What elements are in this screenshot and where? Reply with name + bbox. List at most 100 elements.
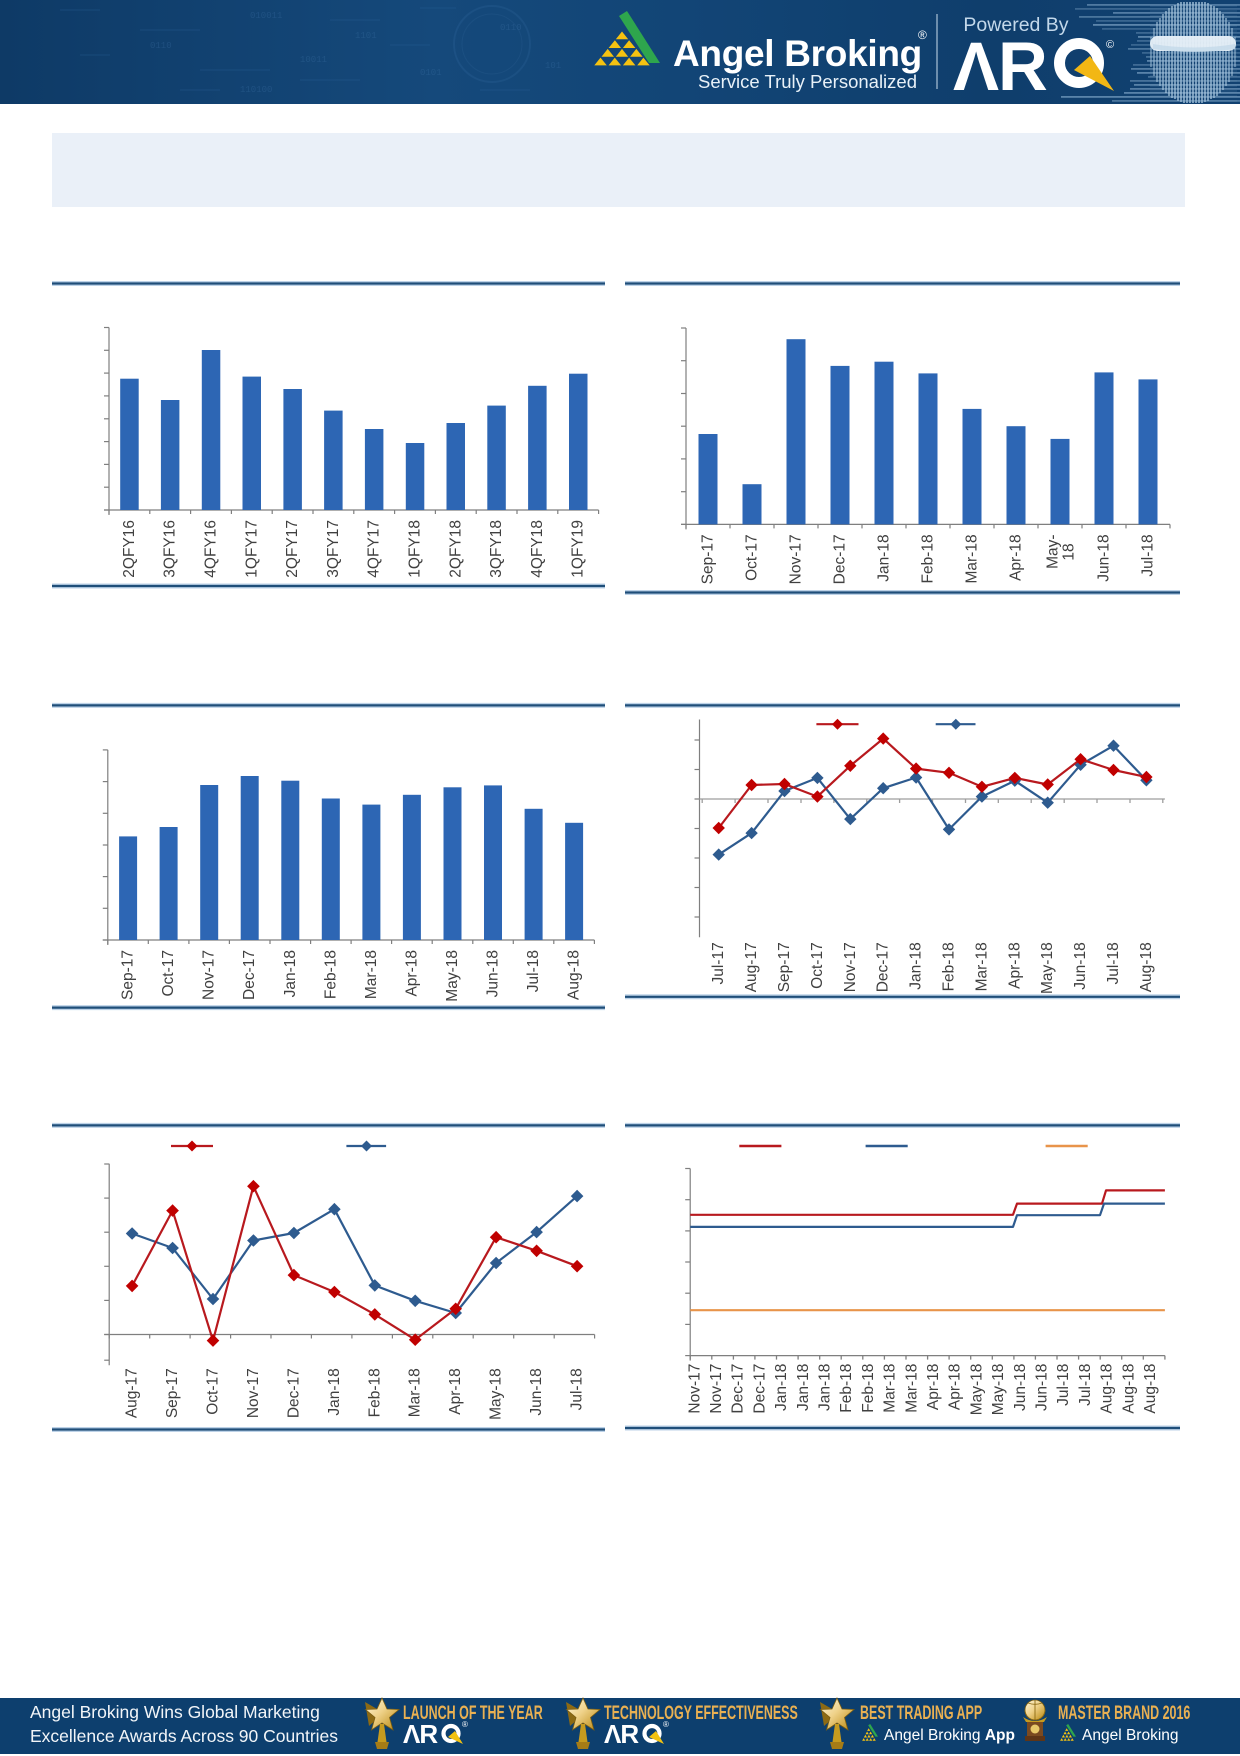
svg-text:Jan-18: Jan-18 — [876, 534, 893, 581]
svg-text:Aug-18: Aug-18 — [1138, 942, 1155, 992]
svg-text:Jun-18: Jun-18 — [1034, 1364, 1051, 1411]
svg-text:May-18: May-18 — [488, 1368, 505, 1420]
svg-text:0101: 0101 — [420, 68, 442, 78]
svg-text:Feb-18: Feb-18 — [920, 534, 937, 583]
svg-text:Angel Broking Wins Global Mark: Angel Broking Wins Global Marketing — [30, 1702, 320, 1722]
svg-text:May-18: May-18 — [968, 1364, 985, 1416]
svg-text:May-18: May-18 — [444, 950, 461, 1002]
svg-text:Mar-18: Mar-18 — [973, 942, 990, 991]
svg-text:Nov-17: Nov-17 — [686, 1364, 703, 1414]
svg-text:Aug-17: Aug-17 — [743, 942, 760, 992]
svg-text:MASTER BRAND 2016: MASTER BRAND 2016 — [1058, 1702, 1190, 1723]
svg-text:TECHNOLOGY EFFECTIVENESS: TECHNOLOGY EFFECTIVENESS — [604, 1702, 798, 1723]
svg-text:Jan-18: Jan-18 — [282, 950, 299, 997]
svg-text:Nov-17: Nov-17 — [201, 950, 218, 1000]
svg-text:Dec-17: Dec-17 — [875, 942, 892, 992]
svg-text:Dec-17: Dec-17 — [751, 1364, 768, 1414]
svg-text:ΛR: ΛR — [953, 28, 1047, 104]
svg-text:Nov-17: Nov-17 — [245, 1368, 262, 1418]
svg-text:Apr-18: Apr-18 — [403, 950, 420, 997]
svg-text:101: 101 — [545, 61, 561, 71]
svg-text:3QFY16: 3QFY16 — [162, 520, 179, 578]
svg-text:Service Truly Personalized: Service Truly Personalized — [698, 71, 917, 92]
svg-text:May-18: May-18 — [1039, 942, 1056, 994]
svg-text:1101: 1101 — [355, 31, 377, 41]
svg-text:Jun-18: Jun-18 — [528, 1368, 545, 1415]
svg-text:Feb-18: Feb-18 — [838, 1364, 855, 1413]
svg-text:18: 18 — [1061, 543, 1078, 560]
svg-text:Jun-18: Jun-18 — [485, 950, 502, 997]
svg-text:Jun-18: Jun-18 — [1012, 1364, 1029, 1411]
svg-text:Sep-17: Sep-17 — [700, 534, 717, 584]
svg-text:Oct-17: Oct-17 — [744, 534, 761, 581]
svg-text:3QFY17: 3QFY17 — [325, 520, 342, 578]
svg-text:Jan-18: Jan-18 — [817, 1364, 834, 1411]
svg-text:Jul-18: Jul-18 — [1105, 942, 1122, 984]
svg-text:Sep-17: Sep-17 — [776, 942, 793, 992]
svg-text:Nov-17: Nov-17 — [842, 942, 859, 992]
svg-text:3QFY18: 3QFY18 — [488, 520, 505, 578]
svg-text:Jan-18: Jan-18 — [773, 1364, 790, 1411]
svg-text:Mar-18: Mar-18 — [903, 1364, 920, 1413]
svg-text:Sep-17: Sep-17 — [164, 1368, 181, 1418]
svg-text:Jan-18: Jan-18 — [908, 942, 925, 989]
svg-text:Feb-18: Feb-18 — [860, 1364, 877, 1413]
svg-text:Dec-17: Dec-17 — [832, 534, 849, 584]
svg-text:Apr-18: Apr-18 — [1008, 534, 1025, 581]
svg-text:Aug-18: Aug-18 — [1099, 1364, 1116, 1414]
svg-text:Angel Broking: Angel Broking — [1082, 1727, 1179, 1744]
svg-text:1QFY19: 1QFY19 — [570, 520, 587, 578]
svg-text:©: © — [1106, 39, 1114, 51]
svg-text:Jan-18: Jan-18 — [795, 1364, 812, 1411]
svg-text:Mar-18: Mar-18 — [964, 534, 981, 583]
svg-text:1QFY17: 1QFY17 — [243, 520, 260, 578]
svg-text:Angel Broking: Angel Broking — [673, 33, 922, 74]
svg-text:Nov-17: Nov-17 — [788, 534, 805, 584]
svg-text:May-18: May-18 — [990, 1364, 1007, 1416]
svg-text:110100: 110100 — [240, 85, 272, 95]
svg-text:Mar-18: Mar-18 — [407, 1368, 424, 1417]
svg-text:Powered By: Powered By — [963, 14, 1068, 36]
svg-text:Jan-18: Jan-18 — [326, 1368, 343, 1415]
svg-text:2QFY18: 2QFY18 — [447, 520, 464, 578]
svg-text:Aug-18: Aug-18 — [566, 950, 583, 1000]
svg-text:Jul-18: Jul-18 — [1077, 1364, 1094, 1406]
svg-text:0110: 0110 — [150, 41, 172, 51]
svg-text:Apr-18: Apr-18 — [947, 1364, 964, 1411]
svg-text:Mar-18: Mar-18 — [363, 950, 380, 999]
svg-text:LAUNCH OF THE YEAR: LAUNCH OF THE YEAR — [403, 1702, 543, 1723]
svg-text:May-: May- — [1045, 534, 1062, 568]
svg-text:Angel Broking App: Angel Broking App — [884, 1727, 1015, 1744]
svg-text:Aug-18: Aug-18 — [1120, 1364, 1137, 1414]
svg-text:2QFY16: 2QFY16 — [121, 520, 138, 578]
svg-text:Oct-17: Oct-17 — [160, 950, 177, 997]
svg-text:®: ® — [918, 28, 927, 42]
svg-text:010011: 010011 — [250, 11, 282, 21]
svg-text:Jul-18: Jul-18 — [1140, 534, 1157, 576]
svg-text:10011: 10011 — [300, 55, 327, 65]
svg-text:1QFY18: 1QFY18 — [407, 520, 424, 578]
svg-text:Dec-17: Dec-17 — [285, 1368, 302, 1418]
svg-text:4QFY17: 4QFY17 — [366, 520, 383, 578]
svg-text:Apr-18: Apr-18 — [925, 1364, 942, 1411]
svg-text:Excellence Awards Across 90 Co: Excellence Awards Across 90 Countries — [30, 1726, 338, 1746]
svg-text:Feb-18: Feb-18 — [941, 942, 958, 991]
svg-text:BEST TRADING APP: BEST TRADING APP — [860, 1702, 982, 1723]
svg-text:Feb-18: Feb-18 — [366, 1368, 383, 1417]
svg-text:Aug-17: Aug-17 — [124, 1368, 141, 1418]
svg-text:Jul-18: Jul-18 — [569, 1368, 586, 1410]
svg-text:2QFY17: 2QFY17 — [284, 520, 301, 578]
svg-text:Apr-18: Apr-18 — [1006, 942, 1023, 989]
svg-text:Sep-17: Sep-17 — [120, 950, 137, 1000]
svg-text:Oct-17: Oct-17 — [205, 1368, 222, 1415]
svg-text:Jul-18: Jul-18 — [1055, 1364, 1072, 1406]
svg-text:0110: 0110 — [500, 23, 522, 33]
svg-text:Dec-17: Dec-17 — [241, 950, 258, 1000]
svg-text:Feb-18: Feb-18 — [322, 950, 339, 999]
svg-text:Aug-18: Aug-18 — [1142, 1364, 1159, 1414]
svg-text:Jun-18: Jun-18 — [1072, 942, 1089, 989]
svg-text:Apr-18: Apr-18 — [447, 1368, 464, 1415]
svg-text:Dec-17: Dec-17 — [730, 1364, 747, 1414]
svg-text:4QFY18: 4QFY18 — [529, 520, 546, 578]
svg-text:Oct-17: Oct-17 — [809, 942, 826, 989]
